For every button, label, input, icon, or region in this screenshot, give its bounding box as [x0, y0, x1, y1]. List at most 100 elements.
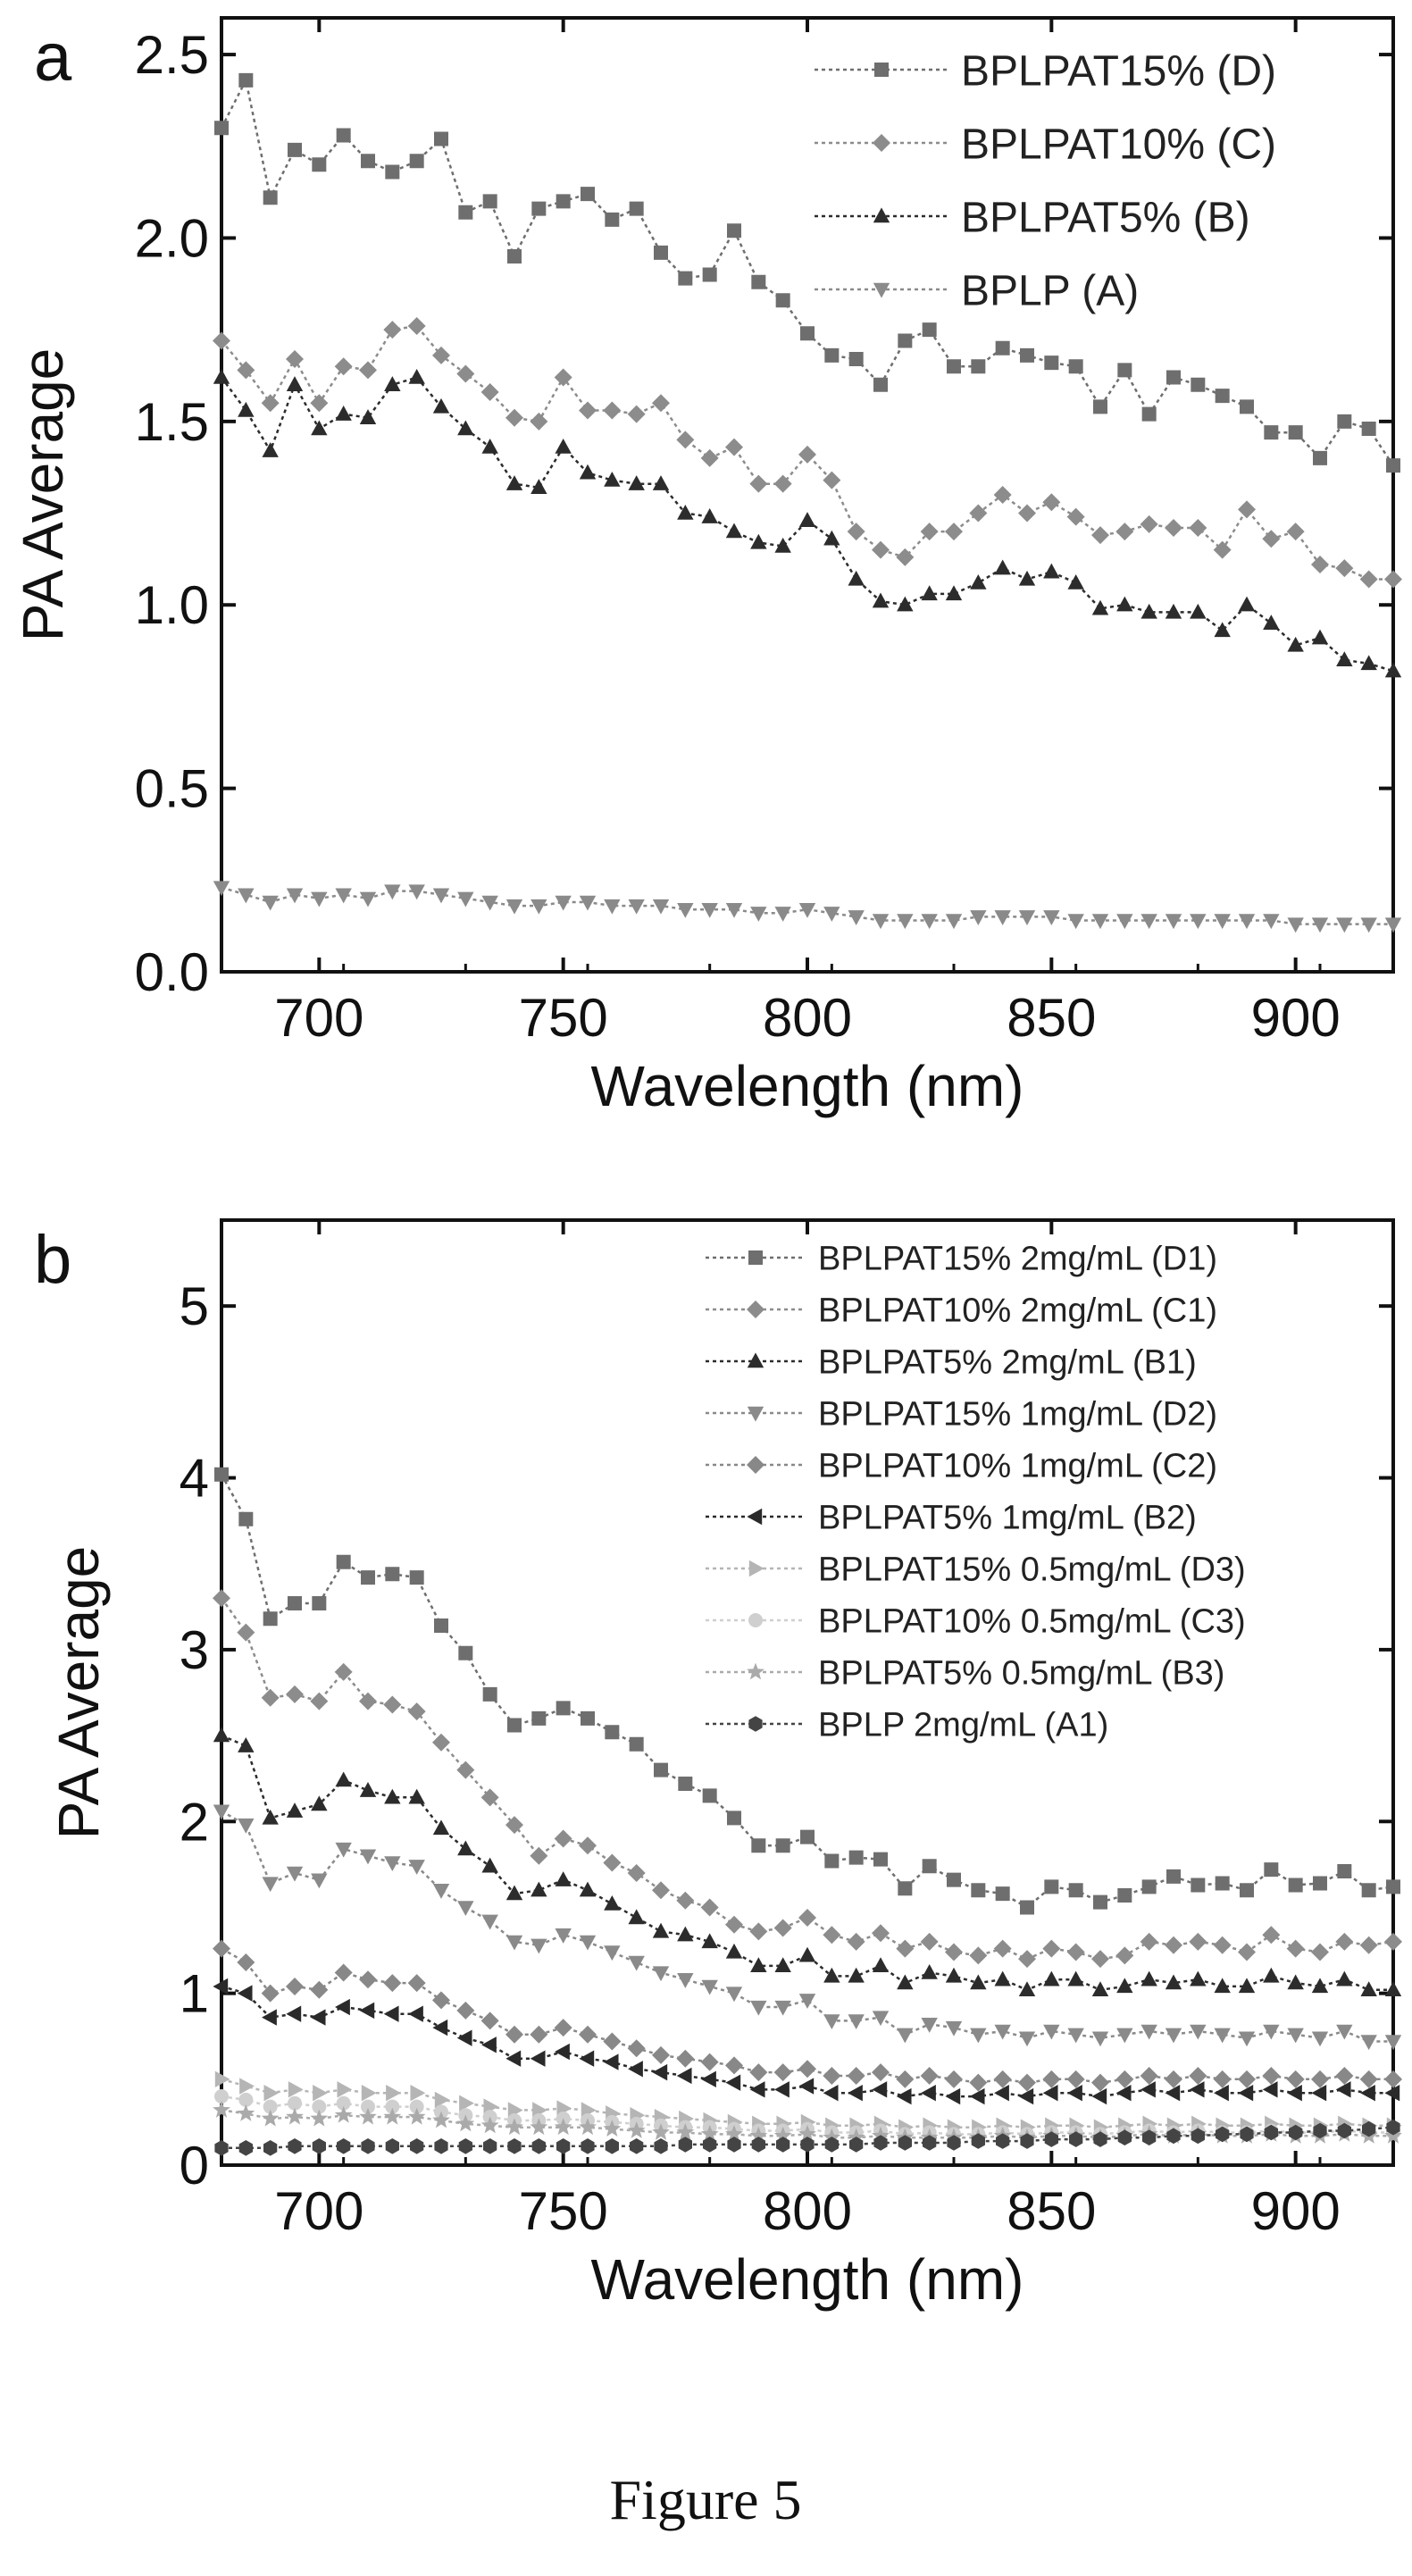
data-point	[1215, 389, 1230, 404]
data-point	[1018, 2031, 1036, 2047]
data-point	[1020, 347, 1034, 363]
data-point	[872, 2081, 888, 2098]
data-point	[581, 187, 595, 202]
data-point	[1313, 1876, 1327, 1891]
data-point	[263, 2099, 278, 2114]
data-point	[1238, 2031, 1256, 2047]
legend-item: BPLPAT5% 0.5mg/mL (B3)	[706, 1655, 1224, 1693]
x-tick-label: 900	[1251, 2181, 1341, 2241]
y-tick-label: 1.5	[135, 392, 209, 452]
data-point	[1020, 1900, 1034, 1915]
data-point	[310, 394, 329, 413]
data-point	[238, 401, 255, 417]
data-point	[579, 2025, 597, 2044]
data-point	[214, 2140, 229, 2156]
legend-item: BPLPAT10% 1mg/mL (C2)	[706, 1448, 1217, 1485]
data-point	[383, 2005, 399, 2022]
data-point	[238, 1511, 254, 1526]
data-point	[1214, 1978, 1231, 1994]
data-point	[482, 194, 497, 209]
y-tick-label: 2	[180, 1792, 209, 1852]
legend-marker	[873, 134, 890, 152]
data-point	[1166, 370, 1181, 385]
data-point	[1360, 2035, 1377, 2051]
data-point	[237, 1953, 255, 1972]
data-point	[1165, 1936, 1182, 1954]
data-point	[407, 1702, 426, 1721]
data-point	[505, 2025, 523, 2044]
data-point	[678, 271, 693, 286]
data-point	[773, 2063, 792, 2082]
data-point	[263, 2085, 280, 2102]
data-point	[456, 2114, 475, 2132]
data-point	[848, 1967, 865, 1983]
data-point	[555, 1871, 572, 1886]
data-point	[1262, 1926, 1281, 1945]
series-5	[213, 1939, 1402, 2092]
data-point	[1311, 629, 1329, 645]
data-point	[432, 1819, 450, 1836]
data-point	[554, 1829, 572, 1848]
data-point	[1361, 1883, 1376, 1898]
y-tick-label: 2.0	[135, 208, 209, 268]
data-point	[213, 881, 230, 897]
legend-label: BPLPAT15% (D)	[961, 47, 1276, 95]
data-point	[897, 2028, 914, 2044]
data-point	[969, 2073, 988, 2092]
data-point	[1287, 1974, 1304, 1990]
data-point	[1311, 1978, 1329, 1994]
data-point	[579, 1935, 597, 1951]
data-point	[1287, 2085, 1302, 2102]
data-point	[750, 533, 767, 549]
data-point	[774, 537, 791, 553]
data-point	[1360, 1981, 1377, 1996]
data-point	[1018, 2073, 1036, 2092]
data-point	[1117, 2129, 1132, 2145]
data-point	[361, 2138, 375, 2154]
data-point	[652, 1881, 670, 1900]
data-point	[1384, 662, 1402, 678]
data-point	[701, 1979, 718, 1995]
data-point	[629, 1736, 644, 1752]
data-point	[800, 2137, 815, 2153]
data-point	[604, 1945, 621, 1961]
data-point	[1386, 2119, 1400, 2136]
data-point	[386, 2085, 401, 2102]
data-point	[457, 891, 474, 907]
data-point	[1140, 1970, 1157, 1986]
data-point	[1384, 570, 1402, 589]
data-point	[410, 2138, 424, 2154]
data-point	[773, 2126, 792, 2144]
data-point	[1238, 1978, 1256, 1994]
series-1	[214, 72, 1400, 473]
data-point	[359, 2002, 375, 2020]
data-point	[361, 2085, 377, 2102]
data-point	[1386, 458, 1400, 473]
data-point	[897, 1974, 914, 1990]
data-point	[579, 1836, 597, 1855]
data-point	[628, 2061, 643, 2078]
data-point	[727, 2137, 741, 2153]
data-point	[971, 1883, 986, 1898]
data-point	[1165, 914, 1182, 930]
data-point	[483, 2138, 497, 2154]
legend-label: BPLPAT10% 0.5mg/mL (C3)	[818, 1603, 1246, 1641]
data-point	[432, 1991, 450, 2010]
data-point	[627, 2039, 646, 2058]
data-point	[579, 2118, 597, 2136]
data-point	[434, 2138, 448, 2154]
data-point	[1043, 910, 1060, 925]
data-point	[1115, 2070, 1134, 2088]
panel-label: b	[34, 1222, 71, 1298]
data-point	[286, 376, 304, 391]
data-point	[824, 1853, 840, 1869]
x-tick-label: 900	[1251, 988, 1341, 1048]
data-point	[922, 322, 937, 338]
data-point	[555, 895, 572, 911]
data-point	[456, 1761, 475, 1779]
legend-label: BPLPAT5% 1mg/mL (B2)	[818, 1500, 1197, 1537]
data-point	[627, 2121, 646, 2138]
data-point	[237, 1985, 253, 2002]
data-point	[456, 2001, 475, 2020]
data-point	[1140, 2024, 1157, 2040]
